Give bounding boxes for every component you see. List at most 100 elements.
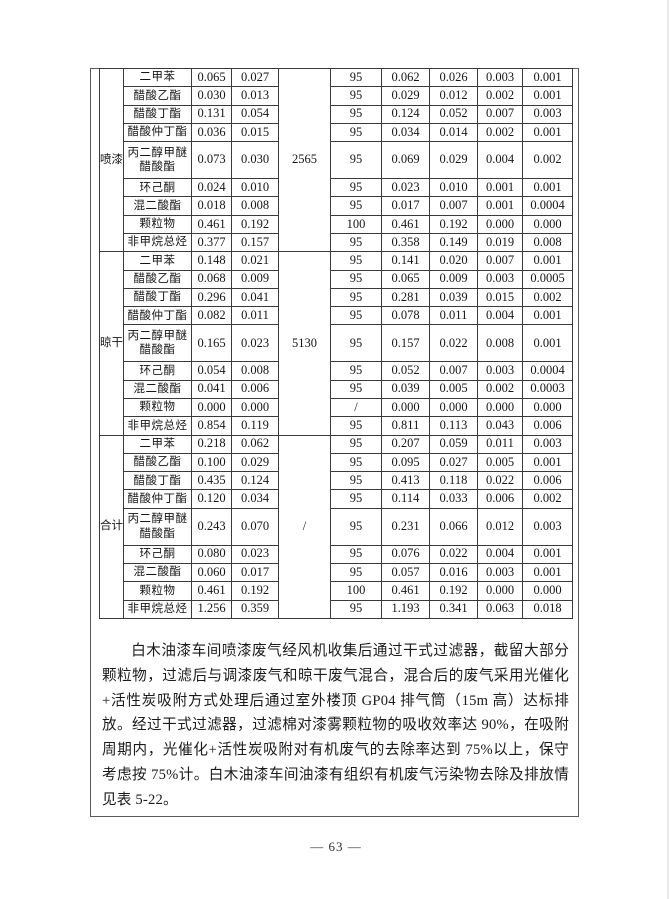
value-cell: 0.001 — [522, 86, 573, 106]
pollutant-cell: 醋酸仲丁酯 — [123, 489, 192, 509]
efficiency-cell: 95 — [330, 251, 382, 271]
pollutant-cell: 醋酸乙酯 — [123, 86, 192, 106]
value-cell: 0.023 — [381, 178, 430, 198]
table-row: 颗粒物 0.461 0.192 100 0.461 0.192 0.000 0.000 — [100, 214, 573, 234]
value-cell: 0.008 — [522, 232, 573, 253]
value-cell: 0.034 — [231, 489, 279, 509]
table-row: 醋酸丁酯 0.435 0.124 95 0.413 0.118 0.022 0.006 — [100, 471, 573, 491]
value-cell: 0.052 — [381, 361, 430, 381]
value-cell: 0.165 — [191, 324, 232, 363]
table-row: 混二酸酯 0.060 0.017 95 0.057 0.016 0.003 0.001 — [100, 562, 573, 583]
value-cell: 0.076 — [381, 544, 430, 564]
pollutant-cell: 丙二醇甲醚醋酸酯 — [123, 141, 192, 180]
emissions-table: 喷漆 二甲苯 0.065 0.027 2565 95 0.062 0.026 0.003 0.00… — [99, 67, 573, 619]
stage-cell: 合计 — [99, 434, 124, 619]
value-cell: 0.010 — [429, 178, 478, 198]
table-row: 醋酸丁酯 0.131 0.054 95 0.124 0.052 0.007 0.003 — [100, 104, 573, 124]
value-cell: 0.012 — [429, 86, 478, 106]
value-cell: 0.009 — [429, 269, 478, 289]
value-cell: 0.0003 — [522, 379, 573, 399]
value-cell: 0.148 — [191, 251, 232, 271]
value-cell: 0.000 — [477, 397, 523, 418]
value-cell: 0.034 — [381, 122, 430, 143]
pollutant-cell: 混二酸酯 — [123, 196, 192, 216]
value-cell: 0.001 — [522, 178, 573, 198]
efficiency-cell: 95 — [330, 306, 382, 326]
table-row: 非甲烷总烃 0.377 0.157 95 0.358 0.149 0.019 0.008 — [100, 232, 573, 253]
value-cell: 0.029 — [381, 86, 430, 106]
efficiency-cell: 95 — [330, 196, 382, 216]
value-cell: 1.256 — [191, 599, 232, 619]
value-cell: 0.359 — [231, 599, 279, 619]
pollutant-cell: 二甲苯 — [123, 434, 192, 454]
efficiency-cell: 95 — [330, 489, 382, 509]
body-paragraph: 白木油漆车间喷漆废气经风机收集后通过干式过滤器，截留大部分颗粒物，过滤后与调漆废… — [102, 643, 569, 808]
value-cell: 0.011 — [477, 434, 523, 454]
value-cell: 0.065 — [381, 269, 430, 289]
value-cell: 0.095 — [381, 452, 430, 473]
pollutant-cell: 环己酮 — [123, 178, 192, 198]
value-cell: 0.113 — [429, 416, 478, 436]
table-row: 颗粒物 0.461 0.192 100 0.461 0.192 0.000 0.000 — [100, 581, 573, 601]
table-row: 混二酸酯 0.041 0.006 95 0.039 0.005 0.002 0.0003 — [100, 379, 573, 399]
efficiency-cell: 95 — [330, 178, 382, 198]
table-row: 环己酮 0.024 0.010 95 0.023 0.010 0.001 0.001 — [100, 178, 573, 198]
table-row: 醋酸丁酯 0.296 0.041 95 0.281 0.039 0.015 0.002 — [100, 287, 573, 308]
value-cell: 0.069 — [381, 141, 430, 180]
table-row: 非甲烷总烃 1.256 0.359 95 1.193 0.341 0.063 0.018 — [100, 599, 573, 619]
value-cell: 0.027 — [429, 452, 478, 473]
value-cell: 0.016 — [429, 562, 478, 583]
stage-cell: 晾干 — [99, 251, 124, 436]
pollutant-cell: 醋酸乙酯 — [123, 452, 192, 473]
value-cell: 0.024 — [191, 178, 232, 198]
value-cell: 0.001 — [522, 544, 573, 564]
pollutant-cell: 非甲烷总烃 — [123, 232, 192, 253]
value-cell: 0.341 — [429, 599, 478, 619]
pollutant-cell: 二甲苯 — [123, 251, 192, 271]
value-cell: 0.435 — [191, 471, 232, 491]
value-cell: 0.054 — [231, 104, 279, 124]
value-cell: 0.022 — [429, 324, 478, 363]
value-cell: 0.001 — [522, 251, 573, 271]
value-cell: 0.000 — [477, 214, 523, 234]
value-cell: 0.000 — [191, 397, 232, 418]
efficiency-cell: 95 — [330, 86, 382, 106]
value-cell: 0.021 — [231, 251, 279, 271]
value-cell: 0.003 — [477, 67, 523, 88]
value-cell: 0.008 — [231, 196, 279, 216]
value-cell: 0.005 — [477, 452, 523, 473]
pollutant-cell: 醋酸丁酯 — [123, 471, 192, 491]
pollutant-cell: 醋酸丁酯 — [123, 104, 192, 124]
value-cell: 0.000 — [522, 397, 573, 418]
efficiency-cell: 95 — [330, 507, 382, 546]
value-cell: 0.461 — [381, 214, 430, 234]
value-cell: 0.017 — [381, 196, 430, 216]
table-row: 醋酸乙酯 0.100 0.029 95 0.095 0.027 0.005 0.001 — [100, 452, 573, 473]
value-cell: 0.192 — [231, 581, 279, 601]
value-cell: 0.062 — [231, 434, 279, 454]
value-cell: 0.002 — [522, 287, 573, 308]
value-cell: 0.124 — [231, 471, 279, 491]
stack-cell: 5130 — [278, 251, 331, 436]
value-cell: 0.052 — [429, 104, 478, 124]
value-cell: 0.033 — [429, 489, 478, 509]
value-cell: 0.231 — [381, 507, 430, 546]
stack-cell: 2565 — [278, 67, 331, 253]
page-number: — 63 — — [310, 839, 362, 854]
value-cell: 0.001 — [522, 67, 573, 88]
efficiency-cell: 95 — [330, 232, 382, 253]
pollutant-cell: 环己酮 — [123, 361, 192, 381]
value-cell: 0.014 — [429, 122, 478, 143]
table-row: 丙二醇甲醚醋酸酯 0.165 0.023 95 0.157 0.022 0.008 0.001 — [100, 324, 573, 363]
value-cell: 0.019 — [477, 232, 523, 253]
value-cell: 0.004 — [477, 141, 523, 180]
efficiency-cell: 95 — [330, 599, 382, 619]
value-cell: 0.003 — [477, 562, 523, 583]
value-cell: 0.007 — [429, 361, 478, 381]
value-cell: 0.000 — [429, 397, 478, 418]
value-cell: 0.002 — [477, 379, 523, 399]
value-cell: 0.377 — [191, 232, 232, 253]
value-cell: 0.811 — [381, 416, 430, 436]
value-cell: 0.003 — [477, 361, 523, 381]
efficiency-cell: 100 — [330, 581, 382, 601]
